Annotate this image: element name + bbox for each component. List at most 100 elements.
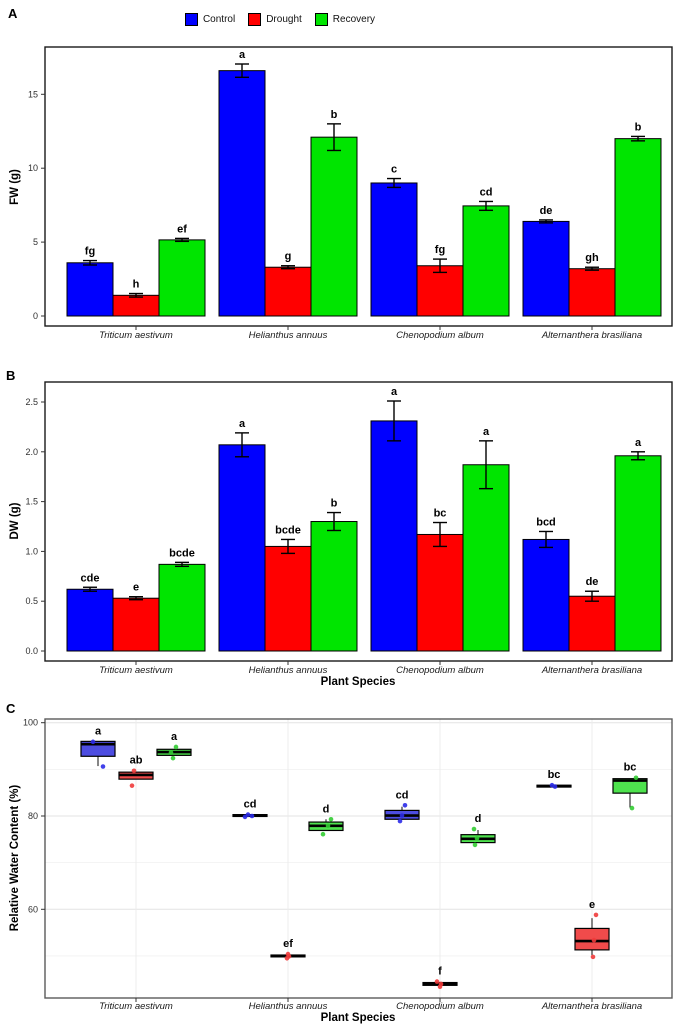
jitter-point bbox=[131, 768, 137, 774]
panel-border bbox=[44, 46, 673, 327]
jitter-point bbox=[590, 954, 596, 960]
box-recovery bbox=[612, 778, 648, 794]
jitter-point bbox=[591, 937, 597, 943]
jitter-point bbox=[472, 842, 478, 848]
jitter-point bbox=[633, 775, 639, 781]
y-tick-label: 0.0 bbox=[25, 646, 38, 656]
jitter-point bbox=[284, 955, 290, 961]
jitter-point bbox=[629, 805, 635, 811]
recovery-color-swatch bbox=[314, 13, 328, 26]
legend-item-drought: Drought bbox=[248, 13, 302, 26]
significance-letter: d bbox=[475, 813, 482, 825]
bar-recovery bbox=[310, 136, 358, 317]
significance-letter: a bbox=[239, 49, 246, 61]
significance-letter: fg bbox=[435, 244, 445, 256]
bar-recovery bbox=[158, 563, 206, 652]
x-tick-label: Triticum aestivum bbox=[99, 330, 173, 341]
significance-letter: ef bbox=[177, 223, 187, 235]
jitter-point bbox=[402, 802, 408, 808]
x-tick-label: Alternanthera brasiliana bbox=[541, 1001, 642, 1012]
x-axis-title-plant-species-c: Plant Species bbox=[320, 1012, 396, 1024]
jitter-point bbox=[168, 750, 174, 755]
x-tick-label: Helianthus annuus bbox=[249, 665, 328, 676]
significance-letter: bcde bbox=[169, 547, 195, 559]
significance-letter: h bbox=[133, 279, 140, 291]
y-tick-label: 2.5 bbox=[25, 397, 38, 407]
significance-letter: gh bbox=[585, 252, 599, 264]
jitter-point bbox=[320, 831, 326, 837]
legend-label-recovery: Recovery bbox=[332, 14, 376, 25]
significance-letter: e bbox=[589, 899, 595, 911]
significance-letter: a bbox=[391, 386, 398, 398]
jitter-point bbox=[170, 755, 176, 761]
drought-color-swatch bbox=[248, 13, 262, 26]
x-axis-title-plant-species-b: Plant Species bbox=[320, 676, 396, 688]
x-tick-label: Helianthus annuus bbox=[249, 1001, 328, 1012]
y-tick-label: 80 bbox=[28, 811, 38, 821]
y-tick-label: 2.0 bbox=[25, 447, 38, 457]
bar-drought bbox=[568, 595, 616, 652]
jitter-point bbox=[474, 836, 480, 841]
significance-letter: f bbox=[438, 966, 442, 978]
y-tick-label: 100 bbox=[23, 718, 38, 728]
bar-recovery bbox=[462, 205, 510, 317]
significance-letter: a bbox=[635, 437, 642, 449]
significance-letter: de bbox=[540, 205, 553, 217]
y-tick-label: 10 bbox=[28, 163, 38, 173]
panel-border bbox=[44, 718, 673, 999]
significance-letter: ab bbox=[130, 755, 143, 767]
x-tick-label: Chenopodium album bbox=[396, 665, 484, 676]
jitter-point bbox=[249, 813, 255, 819]
x-tick-label: Triticum aestivum bbox=[99, 1001, 173, 1012]
bar-recovery bbox=[614, 455, 662, 652]
jitter-point bbox=[399, 813, 405, 818]
bar-drought bbox=[416, 265, 464, 317]
jitter-point bbox=[129, 783, 135, 788]
legend-item-control: Control bbox=[184, 13, 235, 26]
bar-control bbox=[66, 588, 114, 652]
bar-control bbox=[66, 262, 114, 317]
x-tick-label: Alternanthera brasiliana bbox=[541, 330, 642, 341]
jitter-point bbox=[100, 764, 106, 769]
significance-letter: c bbox=[391, 164, 397, 176]
significance-letter: b bbox=[635, 121, 642, 133]
significance-letter: b bbox=[331, 498, 338, 510]
bar-drought bbox=[264, 545, 312, 652]
panel-border bbox=[44, 381, 673, 662]
x-tick-label: Alternanthera brasiliana bbox=[541, 665, 642, 676]
panel-label-c: C bbox=[6, 701, 16, 716]
significance-letter: e bbox=[133, 582, 139, 594]
significance-letter: bcde bbox=[275, 524, 301, 536]
significance-letter: a bbox=[239, 418, 246, 430]
significance-letter: ef bbox=[283, 938, 293, 950]
jitter-point bbox=[325, 823, 331, 829]
x-tick-label: Triticum aestivum bbox=[99, 665, 173, 676]
significance-letter: de bbox=[586, 576, 599, 588]
y-tick-label: 1.5 bbox=[25, 497, 38, 507]
significance-letter: a bbox=[95, 725, 102, 737]
jitter-point bbox=[437, 984, 443, 990]
jitter-point bbox=[593, 912, 599, 918]
significance-letter: fg bbox=[85, 246, 95, 258]
panel-label-a: A bbox=[8, 6, 18, 21]
significance-letter: cd bbox=[396, 789, 409, 801]
bar-control bbox=[522, 538, 570, 652]
significance-letter: bc bbox=[624, 762, 637, 774]
y-tick-label: 5 bbox=[33, 237, 38, 247]
jitter-point bbox=[552, 784, 558, 789]
significance-letter: b bbox=[331, 109, 338, 121]
jitter-point bbox=[242, 814, 248, 820]
y-tick-label: 0 bbox=[33, 311, 38, 321]
panel-label-b: B bbox=[6, 368, 16, 383]
jitter-point bbox=[328, 816, 334, 822]
y-tick-label: 0.5 bbox=[25, 596, 38, 606]
y-tick-label: 1.0 bbox=[25, 546, 38, 556]
jitter-point bbox=[434, 979, 440, 984]
bar-control bbox=[370, 182, 418, 317]
bar-drought bbox=[264, 266, 312, 317]
significance-letter: a bbox=[483, 426, 490, 438]
bar-drought bbox=[112, 597, 160, 652]
jitter-point bbox=[173, 744, 179, 750]
